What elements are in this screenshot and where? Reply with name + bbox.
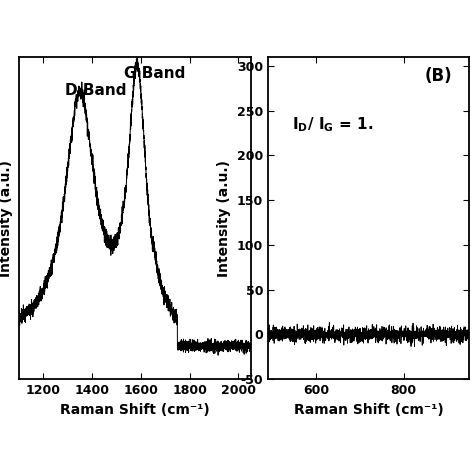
Text: $\mathbf{I_D}$/ $\mathbf{I_G}$ = 1.: $\mathbf{I_D}$/ $\mathbf{I_G}$ = 1. <box>292 115 373 134</box>
Text: D Band: D Band <box>65 83 127 98</box>
Y-axis label: Intensity (a.u.): Intensity (a.u.) <box>0 160 13 276</box>
Text: (B): (B) <box>425 66 453 84</box>
Y-axis label: Intensity (a.u.): Intensity (a.u.) <box>217 160 231 276</box>
X-axis label: Raman Shift (cm⁻¹): Raman Shift (cm⁻¹) <box>294 402 444 417</box>
Text: G Band: G Band <box>124 66 185 81</box>
X-axis label: Raman Shift (cm⁻¹): Raman Shift (cm⁻¹) <box>60 402 210 417</box>
